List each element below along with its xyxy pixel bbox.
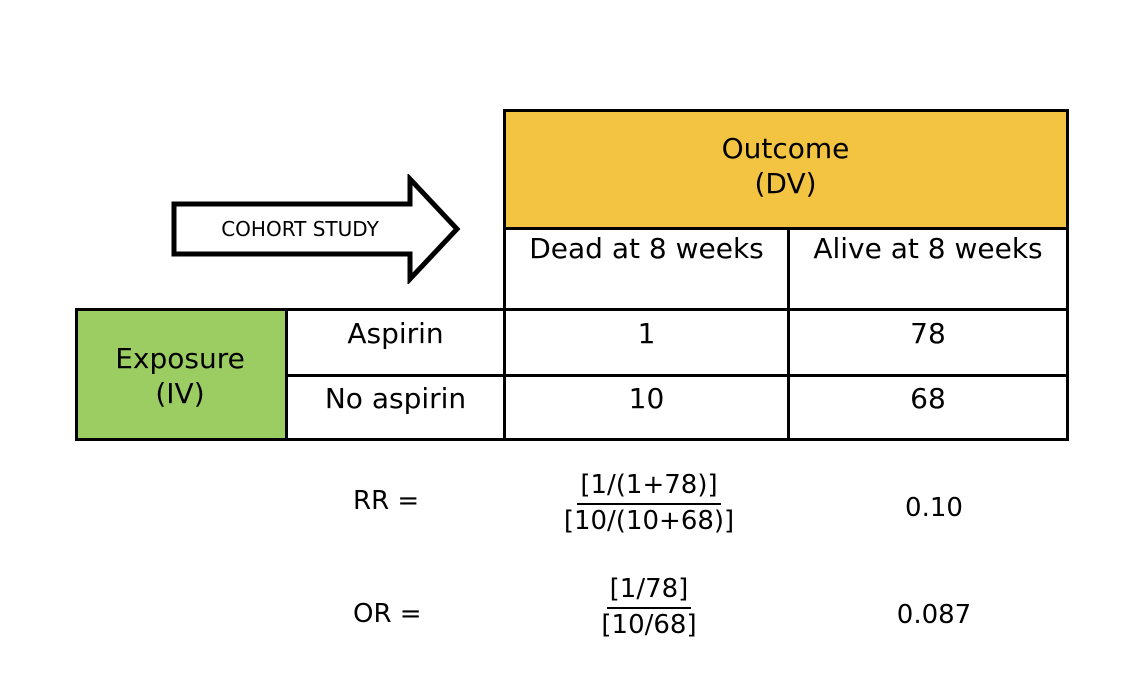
exposure-header-line1: Exposure — [115, 342, 245, 375]
table-gridline-before-dead-col — [503, 109, 506, 441]
cell-noaspirin-alive: 68 — [910, 382, 946, 415]
cohort-study-arrow-label: COHORT STUDY — [221, 217, 379, 241]
cell-aspirin-dead: 1 — [637, 317, 656, 350]
table-gridline-bottom — [75, 438, 1069, 441]
right-arrow-shape — [171, 174, 461, 284]
table-gridline-top — [503, 109, 1069, 112]
or-formula-label: OR = — [353, 599, 422, 629]
or-result: 0.087 — [896, 600, 972, 630]
table-gridline-under-outcome — [503, 227, 1069, 230]
exposure-header-cell: Exposure (IV) — [75, 341, 285, 411]
cell-noaspirin-dead: 10 — [628, 382, 665, 415]
col-header-dead: Dead at 8 weeks — [529, 232, 764, 265]
cohort-study-arrow — [171, 174, 461, 284]
row-label-aspirin: Aspirin — [347, 317, 444, 350]
col-header-alive: Alive at 8 weeks — [813, 232, 1043, 265]
table-gridline-between-rows — [285, 374, 1069, 377]
cell-aspirin-alive: 78 — [910, 317, 946, 350]
or-numerator: [1/78] — [606, 573, 692, 609]
rr-formula-label: RR = — [353, 486, 420, 516]
rr-denominator: [10/(10+68)] — [563, 506, 735, 536]
or-formula-fraction: [1/78] [10/68] — [539, 573, 759, 641]
rr-numerator: [1/(1+78)] — [577, 469, 721, 505]
outcome-header-cell: Outcome (DV) — [503, 131, 1068, 201]
exposure-header-fill — [75, 308, 285, 441]
exposure-header-line2: (IV) — [155, 377, 205, 410]
table-gridline-under-colheaders — [75, 308, 1069, 311]
table-gridline-left-outer — [75, 308, 78, 441]
outcome-header-line1: Outcome — [721, 132, 850, 165]
row-label-no-aspirin: No aspirin — [324, 382, 467, 415]
table-gridline-after-exposure — [285, 308, 288, 441]
rr-formula-fraction: [1/(1+78)] [10/(10+68)] — [539, 469, 759, 537]
or-denominator: [10/68] — [601, 610, 697, 640]
rr-result: 0.10 — [905, 493, 963, 523]
outcome-header-fill — [503, 109, 1068, 227]
outcome-header-line2: (DV) — [754, 167, 817, 200]
table-gridline-right-outer — [1066, 109, 1069, 441]
table-gridline-between-outcome-cols — [787, 227, 790, 441]
